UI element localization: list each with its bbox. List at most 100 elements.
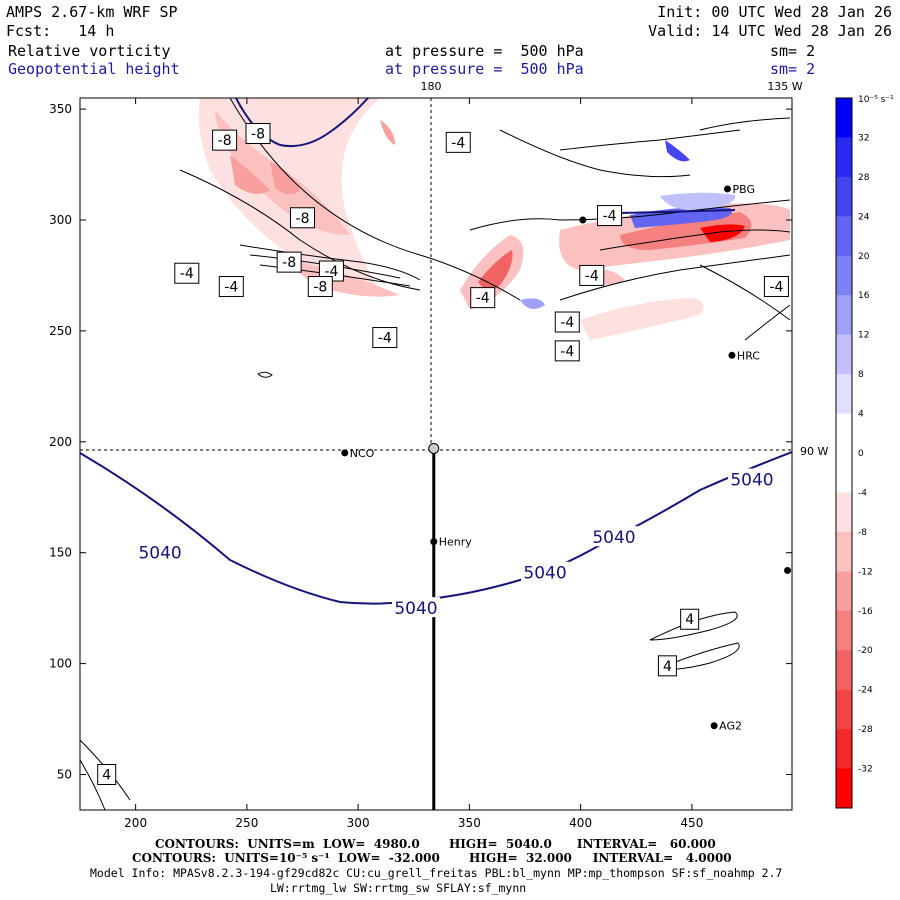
vorticity-contour-label: 4 [663,659,672,675]
field2-level: at pressure = 500 hPa [385,60,584,78]
vorticity-contour-line [179,169,421,291]
station-marker [710,722,718,730]
vorticity-label-box [212,129,238,151]
station-marker [579,216,587,224]
colorbar-tick-label: -24 [858,686,873,696]
colorbar-tick-label: -28 [858,725,873,735]
colorbar-swatch [836,413,852,454]
x-tick-label: 300 [347,816,370,830]
colorbar-swatch [836,492,852,533]
vorticity-contour-label: -4 [560,344,574,360]
vorticity-contour-line [469,199,791,231]
colorbar-swatch [836,216,852,257]
y-tick-label: 200 [49,435,72,449]
colorbar-units: 10⁻⁵ s⁻¹ [858,95,894,105]
vorticity-contour-line [499,129,691,178]
vorticity-contour-label: -8 [218,133,232,149]
vorticity-contour-label: -4 [769,280,783,296]
x-tick-label: 350 [458,816,481,830]
colorbar-tick-label: -32 [858,765,873,775]
colorbar-swatch [836,176,852,217]
vorticity-label-box [680,608,700,630]
vorticity-negative-region [580,298,704,340]
vorticity-contour-line [599,229,791,251]
y-tick-label: 150 [49,546,72,560]
y-axis: 50 100 150 200 250 300 350 [49,102,792,782]
height-label-bg [727,468,776,489]
vorticity-label-box [579,264,605,286]
colorbar-tick-label: -8 [858,528,867,538]
lon-label-135w: 135 W [767,80,802,93]
vorticity-contour-line [744,304,791,341]
vorticity-label-box [554,311,580,333]
station-label: AG2 [719,720,742,733]
field2-label: Geopotential height [8,60,180,78]
vorticity-contour-label: -4 [378,331,392,347]
vorticity-contour-label: -4 [603,209,617,225]
station-marker [728,351,736,359]
vorticity-contour-label: -4 [476,291,490,307]
height-contour-5040 [80,451,792,605]
vorticity-positive-region [660,192,736,211]
vorticity-contour-label: -4 [560,315,574,331]
colorbar-tick-label: 32 [858,133,869,143]
height-contour-label: 5040 [394,599,437,619]
station-label: PBG [732,183,755,196]
colorbar-tick-label: 24 [858,212,870,222]
vorticity-contour-line [658,642,740,670]
footer-model-info: Model Info: MPASv8.2.3-194-gf29cd82c CU:… [90,866,783,880]
vorticity-contour-line [699,117,791,131]
model-title: AMPS 2.67-km WRF SP [6,3,178,21]
colorbar-swatch [836,768,852,809]
field2-smoothing: sm= 2 [770,60,816,78]
vorticity-contour-label: 4 [685,612,694,628]
vorticity-contour-label: -8 [313,280,327,296]
plot-frame [79,97,793,811]
station-label: Henry [439,536,473,549]
colorbar-tick-label: -20 [858,646,873,656]
vorticity-negative-region [380,120,395,145]
vorticity-contour-line [699,264,791,321]
height-label-bg [391,597,440,618]
vorticity-contour-label: -8 [251,126,265,142]
field1-label: Relative vorticity [8,42,171,60]
vorticity-label-box [763,276,789,298]
station-marker [784,566,792,574]
y-tick-label: 100 [49,657,72,671]
vorticity-positive-region [520,298,545,309]
cross-section-endpoint [428,442,440,454]
colorbar-tick-label: -16 [858,607,873,617]
colorbar-tick-label: 8 [858,370,864,380]
colorbar-swatch [836,98,852,138]
vorticity-contour-line [80,759,106,810]
vorticity-contour-line [559,129,741,151]
vorticity-negative-region [230,155,270,194]
station-label: HRC [737,349,760,362]
init-time: Init: 00 UTC Wed 28 Jan 26 [657,3,892,21]
colorbar-swatch [836,453,852,493]
y-tick-label: 50 [57,768,72,782]
vorticity-label-box [245,122,271,144]
colorbar-tick-label: 12 [858,331,869,341]
vorticity-label-box [445,131,471,153]
vorticity-negative-region [270,162,300,195]
colorbar-swatch [836,295,852,336]
x-tick-label: 450 [680,816,703,830]
vorticity-label-box [276,251,302,273]
colorbar-frame [835,97,853,809]
footer-contours-vorticity: CONTOURS: UNITS=10⁻⁵ s⁻¹ LOW= -32.000 HI… [132,851,732,865]
height-contours [80,98,792,605]
vorticity-label-box [657,655,677,677]
colorbar-tick-label: 16 [858,291,870,301]
colorbar-tick-label: 20 [858,252,870,262]
field1-level: at pressure = 500 hPa [385,42,584,60]
colorbar-tick-label: 4 [858,410,864,420]
height-contour-label: 5040 [523,564,566,584]
colorbar-tick-label: 0 [858,449,864,459]
vorticity-label-box [97,764,117,786]
colorbar-tick-label: -4 [858,488,867,498]
vorticity-label-box [174,262,200,284]
station-label: NCO [350,447,375,460]
height-label-bg [590,526,638,547]
